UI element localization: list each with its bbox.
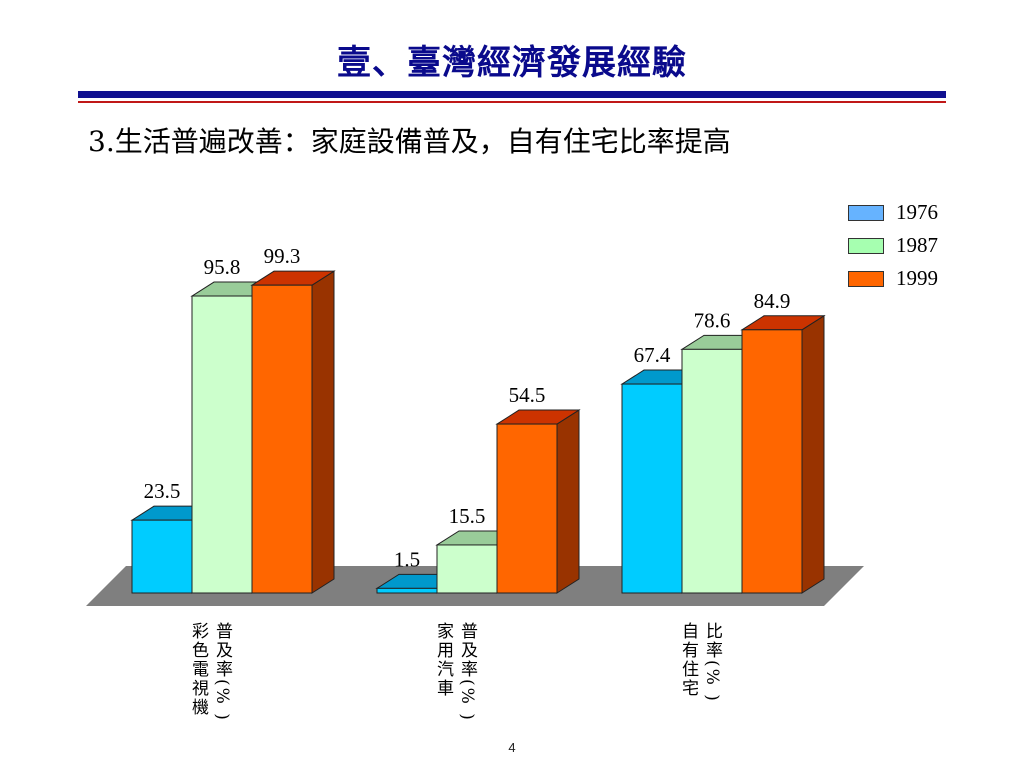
category-label-0-1: 彩色電視機 (188, 622, 209, 717)
data-label-1987-1: 15.5 (449, 504, 486, 528)
category-label-2-1: 自有住宅 (678, 622, 699, 698)
legend-swatch-1999 (848, 271, 884, 287)
legend-label-1987: 1987 (896, 233, 938, 257)
data-label-1976-2: 67.4 (634, 343, 671, 367)
bar-1976-1 (376, 587, 438, 594)
legend-swatch-1976 (848, 205, 884, 221)
bar-side-1999-2 (801, 314, 825, 594)
slide-title: 壹、臺灣經濟發展經驗 (337, 43, 687, 83)
data-label-1987-0: 95.8 (204, 255, 241, 279)
legend-label-1999: 1999 (896, 266, 938, 290)
bar-1999-2 (741, 329, 803, 594)
legend-label-1976: 1976 (896, 200, 938, 224)
bar-1987-0 (191, 295, 253, 594)
data-label-1987-2: 78.6 (694, 308, 731, 332)
bar-side-1999-0 (311, 270, 335, 594)
page-number: 4 (508, 740, 516, 755)
bar-1976-0 (131, 519, 193, 594)
category-label-0-0: 普及率(% ) (212, 622, 233, 722)
bar-1987-1 (436, 544, 498, 594)
slide-subtitle: 3.生活普遍改善：家庭設備普及，自有住宅比率提高 (88, 125, 731, 158)
category-label-2-0: 比率(% ) (702, 622, 723, 703)
bar-1987-2 (681, 348, 743, 594)
category-label-1-0: 普及率(% ) (457, 622, 478, 722)
data-label-1976-0: 23.5 (144, 479, 181, 503)
bar-1999-1 (496, 423, 558, 594)
title-rule-blue (78, 91, 946, 98)
bar-side-1999-1 (556, 409, 580, 594)
data-label-1999-1: 54.5 (509, 383, 546, 407)
title-rule-red (78, 101, 946, 103)
data-label-1999-2: 84.9 (754, 289, 791, 313)
legend-swatch-1987 (848, 238, 884, 254)
bar-1999-0 (251, 284, 313, 594)
category-label-1-1: 家用汽車 (433, 622, 454, 698)
data-label-1976-1: 1.5 (394, 547, 420, 571)
bar-1976-2 (621, 383, 683, 594)
data-label-1999-0: 99.3 (264, 244, 301, 268)
